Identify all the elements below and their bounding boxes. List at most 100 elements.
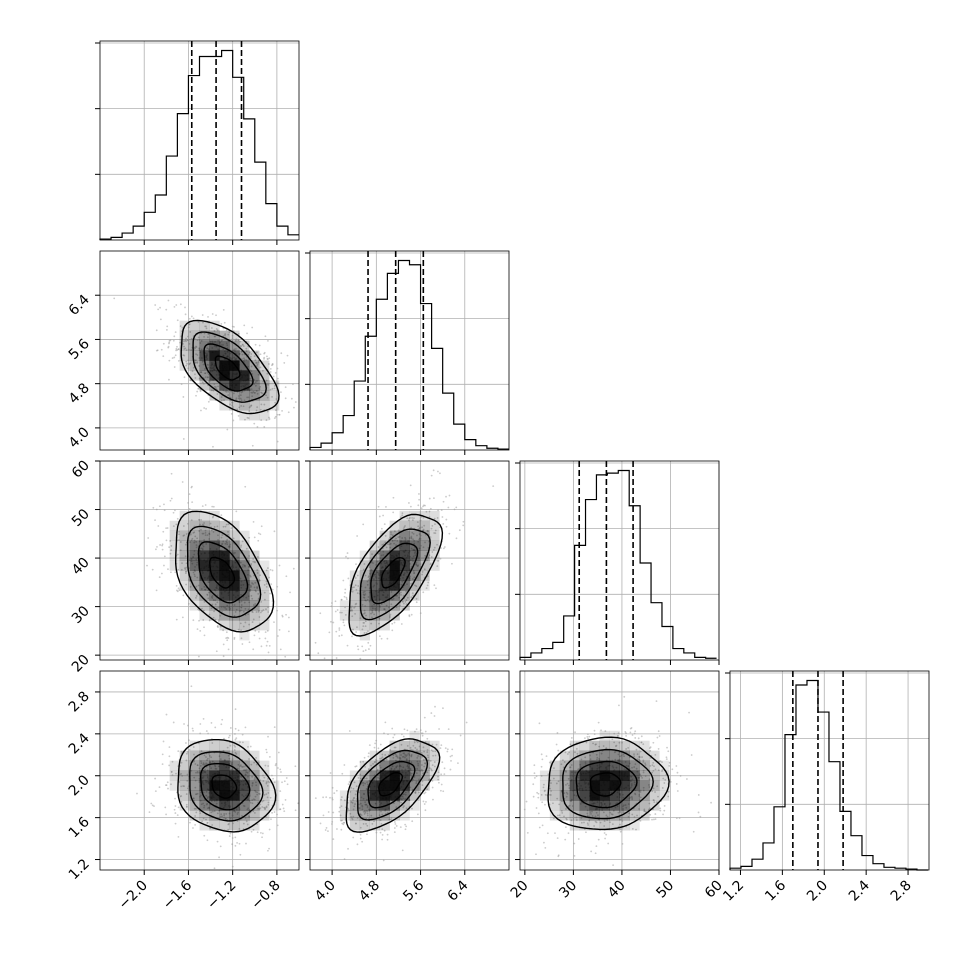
sample-point: [434, 705, 436, 708]
sample-point: [401, 512, 404, 515]
sample-point: [381, 813, 384, 816]
sample-point: [412, 532, 415, 535]
sample-point: [198, 530, 201, 532]
sample-point: [205, 763, 207, 766]
sample-point: [593, 729, 596, 732]
sample-point: [171, 760, 174, 763]
sample-point: [190, 337, 193, 340]
sample-point: [533, 777, 536, 779]
sample-point: [394, 539, 396, 542]
sample-point: [154, 519, 156, 522]
sample-point: [392, 754, 395, 757]
sample-point: [258, 792, 261, 795]
sample-point: [155, 508, 158, 511]
sample-point: [597, 814, 599, 817]
density-cell: [549, 810, 561, 821]
sample-point: [381, 828, 384, 831]
sample-point: [368, 566, 371, 569]
panel-frame: [99, 670, 300, 871]
x-tick-label-p1: −1.2: [204, 878, 239, 913]
density-panel-p1-p3: [95, 460, 300, 665]
sample-point: [163, 503, 165, 506]
density-cell: [569, 740, 580, 751]
sample-point: [443, 773, 446, 776]
sample-point: [308, 814, 310, 816]
density-cell: [189, 760, 200, 771]
sample-point: [644, 764, 647, 766]
density-cell: [209, 540, 220, 551]
sample-point: [250, 388, 253, 391]
sample-point: [174, 797, 176, 800]
contour-line: [562, 748, 654, 820]
sample-point: [570, 737, 573, 739]
sample-point: [251, 597, 254, 600]
sample-point: [361, 628, 364, 631]
sample-point: [203, 754, 206, 757]
sample-point: [212, 389, 215, 392]
density-cell: [189, 550, 200, 561]
sample-point: [276, 367, 279, 370]
density-cell: [229, 360, 240, 371]
sample-point: [575, 747, 578, 750]
density-cell: [429, 520, 440, 531]
sample-point: [163, 555, 166, 558]
sample-point: [213, 810, 216, 813]
sample-point: [580, 821, 583, 824]
sample-point: [389, 613, 392, 616]
sample-point: [401, 733, 403, 736]
sample-point: [664, 778, 667, 781]
sample-point: [154, 777, 157, 780]
sample-point: [437, 778, 440, 781]
sample-point: [393, 621, 396, 624]
sample-point: [264, 454, 266, 456]
contour-line: [211, 774, 238, 799]
sample-point: [564, 838, 567, 841]
contour-line: [381, 556, 406, 589]
sample-point: [265, 751, 268, 754]
density-cell: [169, 540, 180, 551]
sample-point: [229, 727, 232, 729]
sample-point: [210, 811, 213, 814]
density-cell: [209, 740, 220, 751]
density-cell: [229, 390, 240, 401]
sample-point: [397, 536, 400, 539]
density-cell: [409, 550, 420, 561]
sample-point: [248, 351, 251, 354]
sample-point: [277, 635, 279, 637]
sample-point: [257, 592, 260, 595]
sample-point: [159, 544, 161, 546]
sample-point: [353, 606, 356, 609]
sample-point: [372, 562, 374, 564]
density-cell: [219, 360, 230, 371]
sample-point: [403, 728, 406, 731]
density-cell: [589, 800, 600, 811]
sample-point: [177, 348, 180, 350]
density-cell: [259, 620, 270, 631]
sample-point: [633, 766, 636, 768]
sample-point: [603, 832, 606, 834]
sample-point: [210, 529, 213, 532]
sample-point: [389, 546, 392, 549]
sample-point: [192, 827, 194, 829]
density-cell: [409, 790, 420, 801]
sample-point: [248, 555, 251, 557]
sample-point: [432, 798, 434, 801]
sample-point: [162, 740, 165, 743]
density-cell: [169, 550, 180, 561]
sample-point: [279, 790, 282, 793]
sample-point: [584, 756, 587, 759]
sample-point: [241, 733, 244, 736]
sample-point: [154, 304, 157, 306]
sample-point: [169, 339, 172, 342]
panel-content: [100, 461, 299, 660]
sample-point: [351, 615, 354, 618]
density-cell: [219, 600, 230, 611]
sample-point: [370, 764, 372, 767]
sample-point: [639, 819, 642, 822]
sample-point: [200, 518, 203, 521]
sample-point: [351, 590, 354, 593]
sample-point: [274, 401, 277, 404]
sample-point: [233, 614, 236, 617]
sample-point: [607, 842, 610, 845]
sample-point: [340, 634, 343, 637]
